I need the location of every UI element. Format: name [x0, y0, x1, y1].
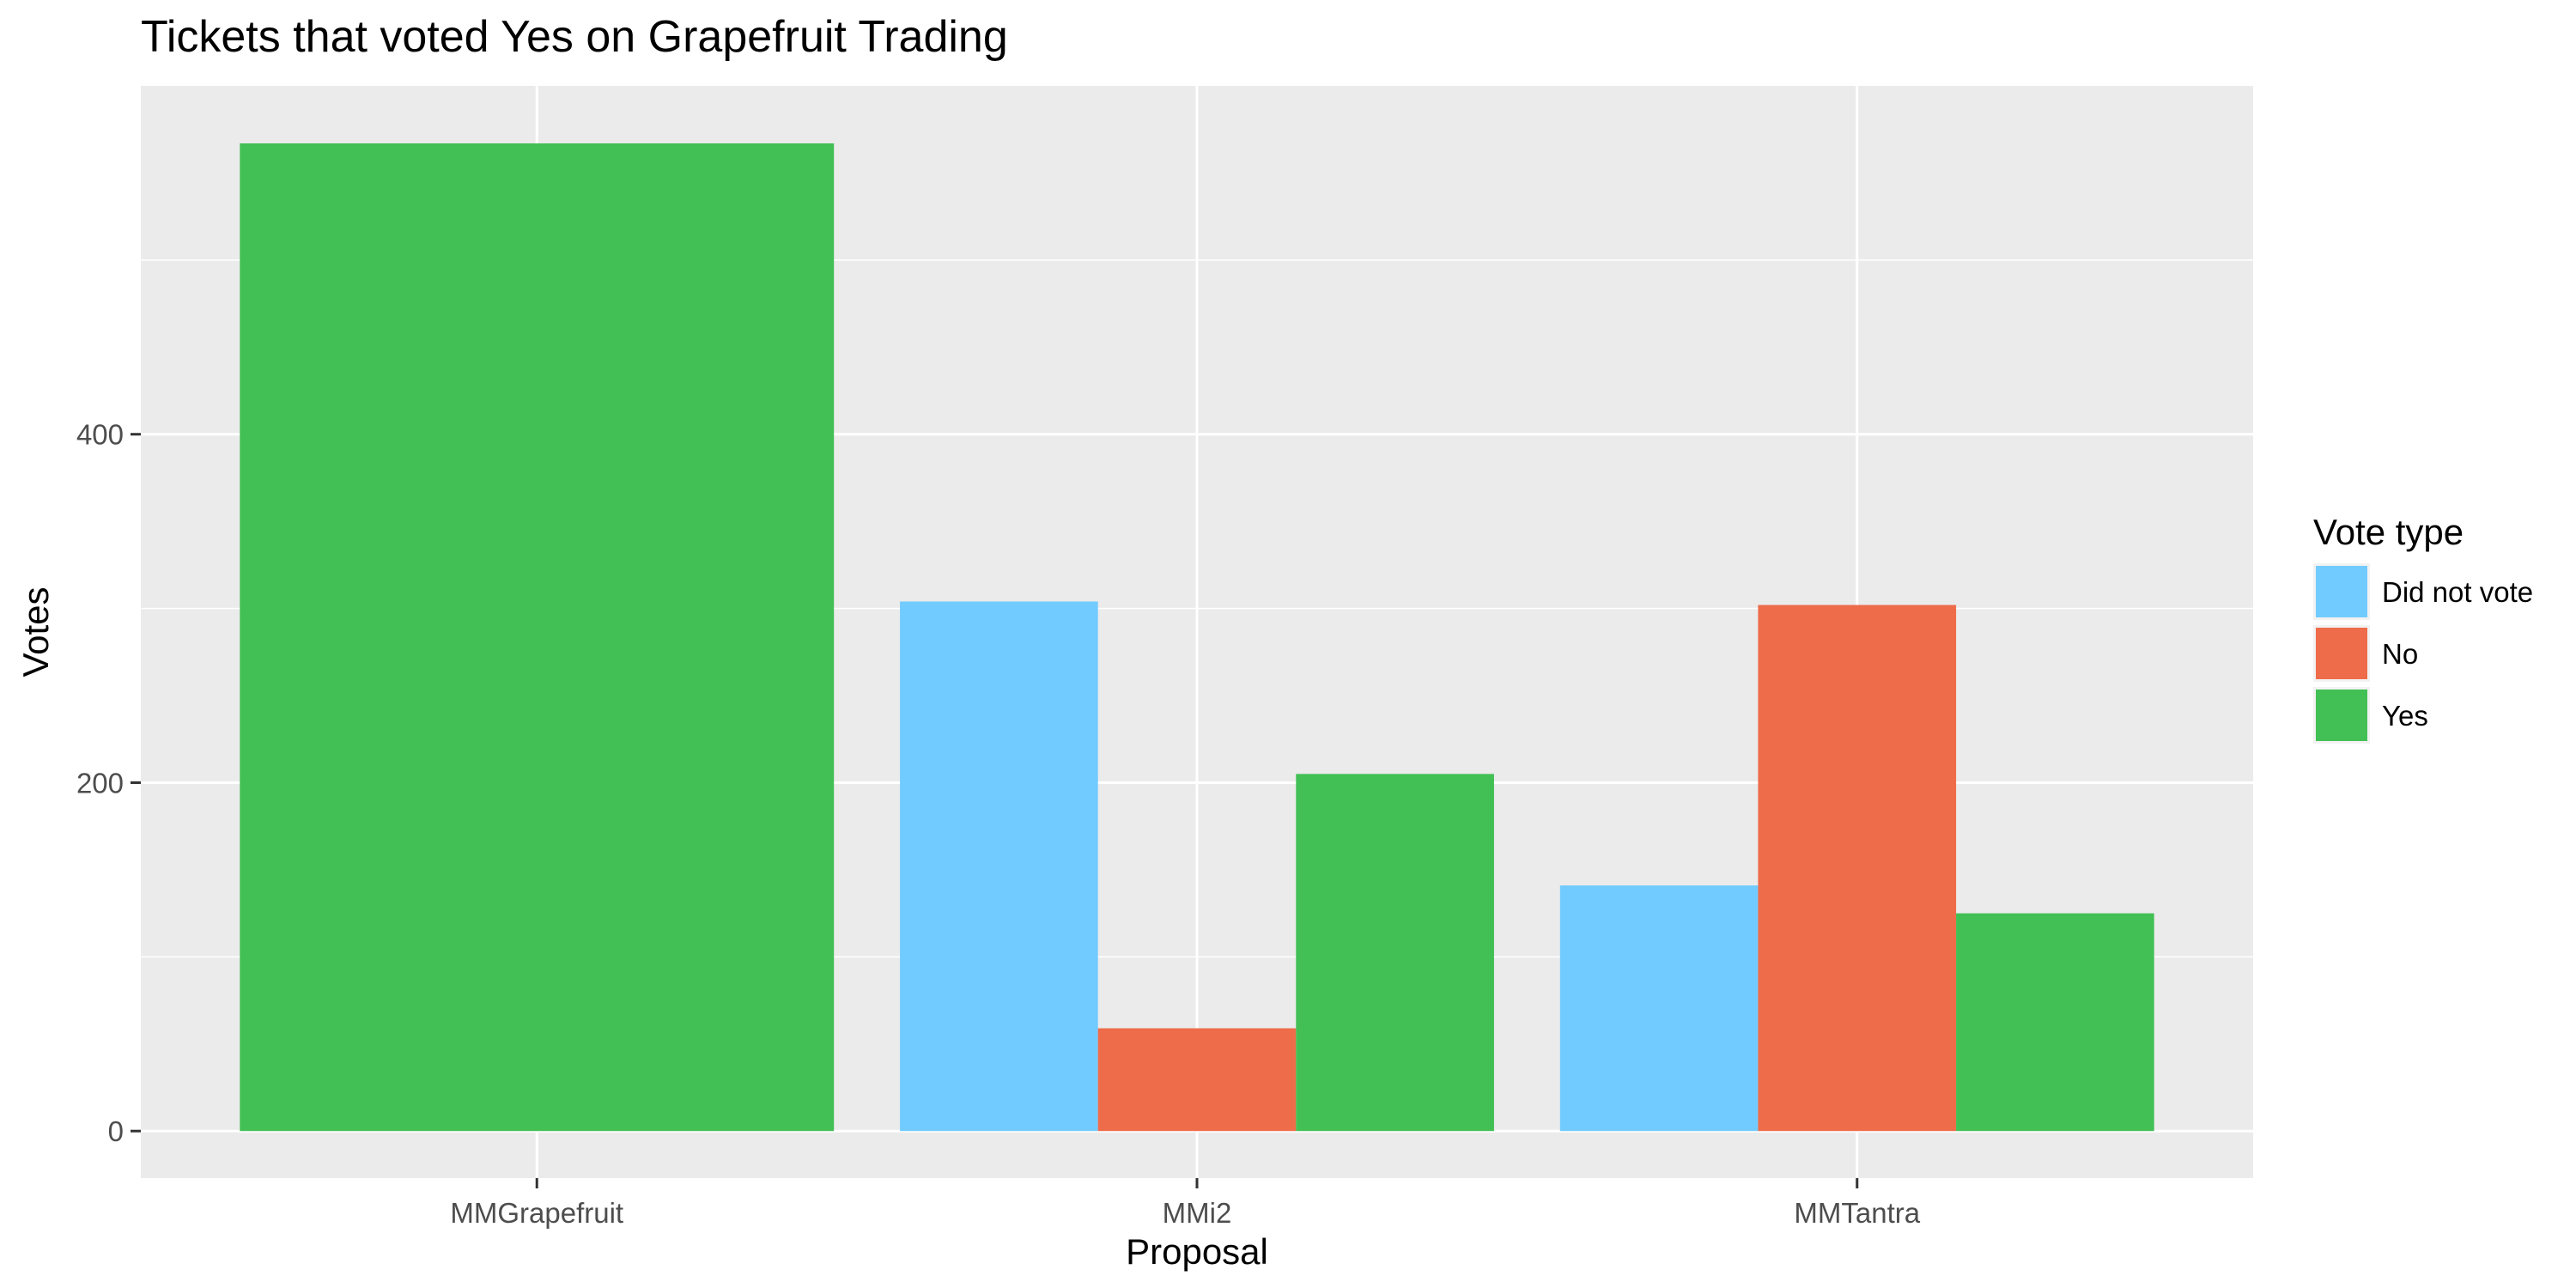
legend-key-did-not-vote: [2316, 566, 2367, 617]
bar-yes-mmgrapefruit: [240, 143, 835, 1132]
legend-label: Did not vote: [2382, 576, 2533, 608]
legend: Vote type Did not vote No Yes: [2313, 512, 2533, 744]
bar-yes-mmtantra: [1956, 913, 2154, 1132]
legend-title: Vote type: [2313, 512, 2464, 552]
legend-label: No: [2382, 638, 2418, 670]
y-tick-label: 0: [108, 1115, 124, 1147]
chart-title: Tickets that voted Yes on Grapefruit Tra…: [141, 12, 1008, 62]
x-axis-title: Proposal: [1126, 1231, 1268, 1272]
bar-did-not-vote-mmtantra: [1559, 885, 1759, 1132]
y-tick-label: 400: [76, 419, 124, 451]
y-axis-title: Votes: [15, 586, 56, 677]
x-axis: MMGrapefruit MMi2 MMTantra: [450, 1178, 1921, 1229]
legend-key-no: [2316, 628, 2367, 679]
bar-yes-mmi2: [1296, 774, 1494, 1132]
x-tick-label: MMTantra: [1794, 1197, 1920, 1229]
y-tick-label: 200: [76, 767, 124, 799]
legend-key-yes: [2316, 690, 2367, 741]
bar-no-mmi2: [1097, 1028, 1297, 1132]
bar-no-mmtantra: [1758, 605, 1957, 1132]
x-tick-label: MMGrapefruit: [450, 1197, 623, 1229]
bar-did-not-vote-mmi2: [900, 601, 1098, 1132]
x-tick-label: MMi2: [1163, 1197, 1232, 1229]
bars: [240, 143, 2154, 1132]
legend-label: Yes: [2382, 700, 2428, 732]
y-axis: 0 200 400: [76, 419, 141, 1147]
